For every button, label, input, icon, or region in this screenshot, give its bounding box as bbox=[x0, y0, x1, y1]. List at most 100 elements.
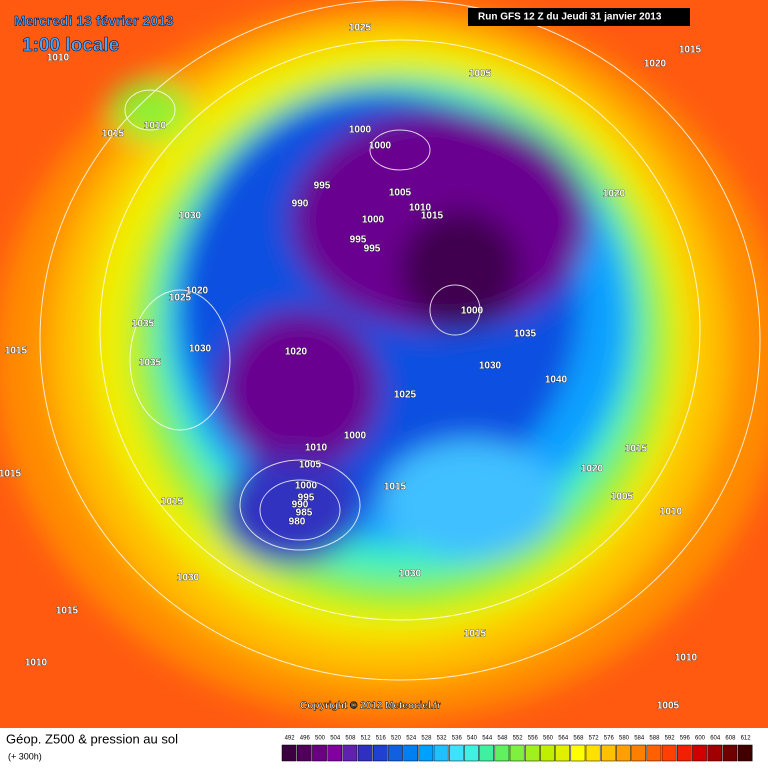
legend-swatch bbox=[540, 744, 555, 762]
isobar-label: 1040 bbox=[545, 375, 568, 386]
isobar-label: 1025 bbox=[169, 293, 192, 304]
isobar-label: 1020 bbox=[285, 347, 308, 358]
isobar-label: 1020 bbox=[603, 189, 626, 200]
legend-swatch bbox=[312, 744, 327, 762]
isobar-label: 1030 bbox=[479, 361, 502, 372]
legend-swatch bbox=[646, 744, 662, 762]
legend-swatch bbox=[524, 744, 540, 762]
isobar-label: 990 bbox=[292, 500, 309, 511]
isobar-label: 1015 bbox=[102, 129, 125, 140]
isobar-label: 1000 bbox=[344, 431, 367, 442]
legend-swatch bbox=[327, 744, 343, 762]
isobar-label: 990 bbox=[292, 199, 309, 210]
legend-lead: (+ 300h) bbox=[8, 751, 42, 761]
isobar-label: 1005 bbox=[389, 188, 412, 199]
legend-value: 548 bbox=[497, 736, 508, 742]
legend-swatch bbox=[494, 744, 510, 762]
legend-value: 508 bbox=[345, 736, 356, 742]
isobar-label: 1015 bbox=[5, 346, 28, 357]
isobar-label: 995 bbox=[314, 181, 331, 192]
isobar-label: 1015 bbox=[625, 444, 648, 455]
legend-swatch bbox=[555, 744, 571, 762]
legend-swatch bbox=[448, 744, 464, 762]
legend-value: 544 bbox=[482, 736, 493, 742]
legend-value: 540 bbox=[467, 736, 478, 742]
legend-swatch bbox=[692, 744, 707, 762]
legend-value: 504 bbox=[330, 736, 341, 742]
isobar-label: 1005 bbox=[299, 460, 322, 471]
legend-swatch bbox=[616, 744, 631, 762]
isobar-label: 1010 bbox=[305, 443, 328, 454]
legend-value: 600 bbox=[695, 736, 706, 742]
legend-value: 536 bbox=[452, 736, 463, 742]
legend-value: 500 bbox=[315, 736, 326, 742]
isobar-label: 1020 bbox=[186, 286, 209, 297]
legend-value: 596 bbox=[680, 736, 691, 742]
isobar-label: 1010 bbox=[660, 507, 683, 518]
legend-swatch bbox=[388, 744, 403, 762]
date: Mercredi 13 février 2013 bbox=[14, 13, 174, 29]
isobar-label: 1035 bbox=[139, 358, 162, 369]
run-box bbox=[468, 8, 690, 26]
legend-swatch bbox=[281, 744, 297, 762]
isobar-label: 1010 bbox=[409, 203, 432, 214]
legend-value: 564 bbox=[558, 736, 569, 742]
copyright: Copyright © 2012 Meteociel.fr bbox=[300, 701, 441, 712]
isobar-label: 980 bbox=[289, 517, 306, 528]
isobar-label: 995 bbox=[364, 244, 381, 255]
legend-swatch bbox=[631, 744, 647, 762]
legend-swatch bbox=[676, 744, 692, 762]
legend-value: 552 bbox=[513, 736, 524, 742]
legend-value: 588 bbox=[649, 736, 660, 742]
legend-value: 520 bbox=[391, 736, 402, 742]
legend-value: 572 bbox=[589, 736, 600, 742]
legend-value: 592 bbox=[665, 736, 676, 742]
isobar-label: 1025 bbox=[394, 390, 417, 401]
legend-swatch bbox=[342, 744, 358, 762]
isobar-label: 1010 bbox=[144, 121, 167, 132]
legend-value: 496 bbox=[300, 736, 311, 742]
run-info: Run GFS 12 Z du Jeudi 31 janvier 2013 bbox=[478, 12, 662, 23]
legend-value: 516 bbox=[376, 736, 387, 742]
local-time: 1:00 locale bbox=[22, 35, 119, 56]
legend-swatch bbox=[464, 744, 479, 762]
legend-swatch bbox=[479, 744, 495, 762]
isobar-label: 1015 bbox=[161, 497, 184, 508]
isobar-label: 1030 bbox=[179, 211, 202, 222]
legend-swatch bbox=[585, 744, 601, 762]
isobar-label: 1030 bbox=[177, 573, 200, 584]
legend-value: 576 bbox=[604, 736, 615, 742]
legend-swatch bbox=[418, 744, 434, 762]
legend-swatch bbox=[403, 744, 419, 762]
isobar-label: 1010 bbox=[47, 53, 70, 64]
isobar-label: 1010 bbox=[675, 653, 698, 664]
isobar-label: 1010 bbox=[25, 658, 48, 669]
legend-swatch bbox=[737, 744, 753, 762]
legend-value: 556 bbox=[528, 736, 539, 742]
legend-value: 528 bbox=[421, 736, 432, 742]
legend-value: 492 bbox=[285, 736, 296, 742]
isobar-label: 1000 bbox=[349, 125, 372, 136]
isobar-label: 1030 bbox=[399, 569, 422, 580]
field bbox=[0, 0, 768, 728]
isobar-label: 1000 bbox=[295, 481, 318, 492]
legend-swatch bbox=[722, 744, 738, 762]
legend-value: 568 bbox=[573, 736, 584, 742]
isobar-label: 1015 bbox=[421, 211, 444, 222]
legend-swatch bbox=[433, 744, 449, 762]
isobar-label: 1000 bbox=[461, 306, 484, 317]
isobar-label: 1020 bbox=[581, 464, 604, 475]
legend-title: Géop. Z500 & pression au sol bbox=[6, 731, 178, 746]
isobar-label: 1025 bbox=[349, 23, 372, 34]
legend-swatch bbox=[600, 744, 616, 762]
isobar-label: 985 bbox=[296, 508, 313, 519]
isobar-label: 1015 bbox=[56, 606, 79, 617]
isobar-label: 1015 bbox=[0, 469, 22, 480]
isobar-label: 1015 bbox=[464, 629, 487, 640]
isobar-label: 995 bbox=[350, 235, 367, 246]
isobar-label: 1015 bbox=[679, 45, 702, 56]
legend-value: 608 bbox=[725, 736, 736, 742]
isobar-label: 1000 bbox=[362, 215, 385, 226]
